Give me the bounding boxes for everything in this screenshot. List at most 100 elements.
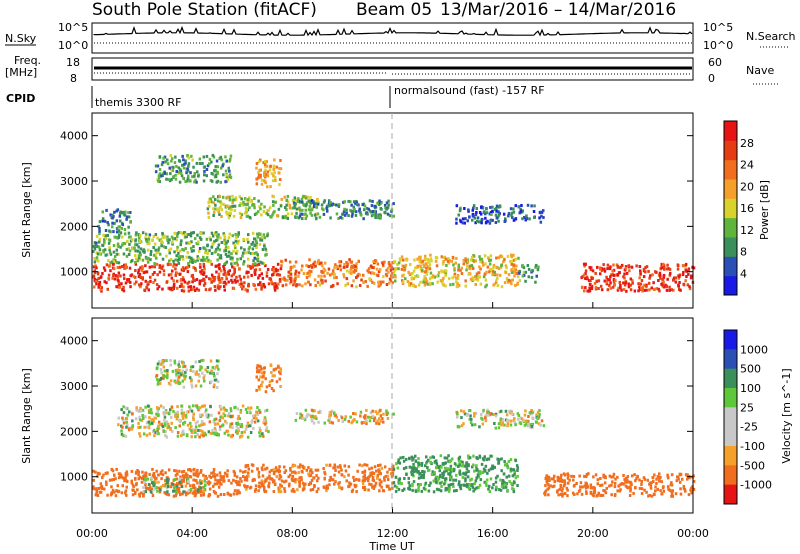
cell	[486, 408, 489, 412]
cell	[208, 162, 211, 166]
cell	[666, 485, 670, 489]
cell	[444, 480, 447, 484]
cell	[195, 242, 198, 245]
cell	[127, 253, 131, 256]
cell	[321, 264, 324, 268]
ytick-label: 3000	[60, 175, 88, 188]
cell	[196, 242, 200, 246]
cell	[226, 204, 229, 208]
cell	[468, 482, 472, 486]
cell	[335, 212, 339, 216]
cell	[166, 492, 169, 496]
cell	[367, 267, 371, 271]
cell	[480, 413, 483, 416]
cell	[340, 416, 344, 420]
cell	[335, 276, 338, 279]
cell	[140, 491, 143, 495]
cell	[642, 267, 646, 271]
cell	[103, 240, 106, 244]
cell	[192, 404, 195, 408]
cell	[464, 284, 467, 288]
cell	[260, 375, 264, 379]
cell	[359, 410, 363, 414]
cell	[231, 201, 234, 205]
cell	[331, 202, 334, 206]
cell	[179, 278, 183, 282]
cell	[107, 273, 111, 277]
cell	[232, 241, 235, 245]
cell	[172, 175, 175, 178]
cell	[340, 468, 343, 472]
cell	[417, 476, 421, 480]
cell	[483, 455, 486, 459]
cell	[176, 232, 179, 236]
cell	[663, 265, 666, 269]
cell	[388, 264, 392, 268]
cell	[198, 279, 202, 283]
cell	[471, 212, 475, 216]
cell	[131, 424, 134, 428]
cell	[509, 423, 513, 427]
cell	[487, 457, 491, 461]
cell	[662, 285, 666, 289]
cell	[452, 469, 456, 473]
cell	[302, 483, 306, 487]
cell	[662, 485, 665, 489]
cell	[148, 265, 152, 269]
cell	[143, 415, 146, 419]
cell	[689, 488, 692, 492]
cell	[167, 381, 171, 385]
cell	[100, 484, 104, 488]
cell	[483, 480, 486, 484]
cell	[271, 374, 274, 378]
cell	[238, 417, 241, 421]
cell	[219, 200, 222, 204]
cell	[159, 368, 163, 372]
cell	[405, 258, 408, 262]
cell	[279, 267, 283, 271]
cell	[96, 252, 100, 256]
cell	[525, 217, 529, 221]
cell	[592, 485, 595, 489]
cell	[374, 259, 377, 262]
cell	[580, 492, 584, 496]
cell	[141, 265, 144, 269]
cell	[439, 481, 442, 485]
cell	[460, 424, 464, 428]
cell	[289, 265, 293, 269]
cell	[217, 411, 221, 415]
cell	[620, 482, 624, 485]
cell	[424, 277, 428, 281]
cell	[343, 262, 346, 266]
cell	[213, 383, 216, 387]
cell	[111, 260, 114, 264]
cell	[205, 154, 209, 158]
cell	[333, 266, 336, 270]
cell	[178, 170, 181, 174]
cell	[350, 264, 353, 268]
cell	[153, 430, 157, 434]
cell	[117, 261, 121, 265]
cell	[382, 412, 385, 416]
cell	[479, 472, 482, 476]
cell	[517, 256, 520, 260]
cell	[309, 283, 312, 287]
cell	[424, 281, 427, 285]
cell	[385, 409, 388, 413]
cell	[605, 275, 608, 279]
cell	[340, 486, 344, 490]
cell	[645, 265, 649, 269]
cell	[248, 245, 251, 249]
ytick-label: 3000	[60, 380, 88, 393]
cell	[329, 216, 332, 220]
cell	[243, 478, 247, 482]
cell	[105, 471, 109, 475]
cell	[166, 483, 170, 487]
cell	[223, 236, 227, 239]
cell	[451, 276, 454, 280]
cell	[97, 224, 100, 228]
cell	[606, 267, 609, 271]
cell	[454, 261, 457, 265]
cell	[523, 423, 527, 427]
cell	[222, 272, 225, 276]
